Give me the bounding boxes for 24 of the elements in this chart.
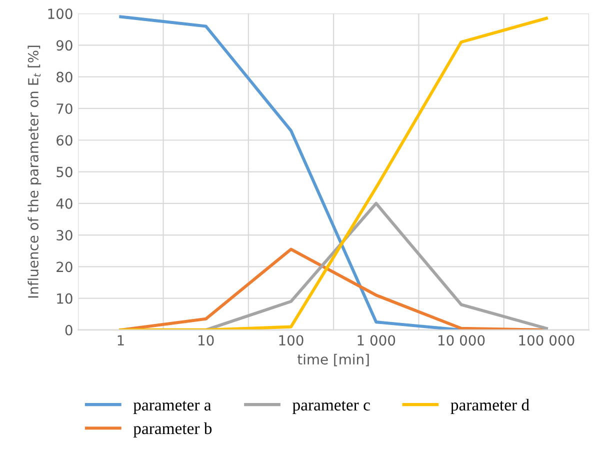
y-tick-label: 60: [56, 135, 72, 146]
y-tick-label: 0: [65, 324, 72, 336]
x-tick-label: 1: [118, 335, 124, 346]
legend-label: parameter c: [292, 401, 370, 414]
x-axis-title: time [min]: [298, 354, 369, 366]
x-tick-label: 10: [198, 335, 214, 346]
y-tick-label: 70: [56, 103, 72, 114]
y-tick-label: 30: [56, 230, 72, 241]
y-tick-label: 90: [56, 40, 72, 51]
y-axis-title: Influence of the parameter on E$_{t}$ [%]: [28, 46, 42, 298]
x-tick-label: 100: [279, 335, 304, 346]
y-tick-label: 10: [57, 293, 72, 304]
y-tick-label: 40: [56, 198, 72, 209]
x-tick-label: 100 000: [519, 335, 574, 346]
y-tick-label: 100: [48, 8, 72, 20]
y-tick-label: 50: [56, 166, 72, 178]
x-tick-label: 10 000: [438, 335, 485, 346]
legend-label: parameter d: [450, 398, 530, 414]
y-tick-label: 80: [56, 72, 72, 82]
y-tick-label: 20: [56, 262, 72, 272]
line-series: [119, 248, 548, 330]
x-tick-label: 1 000: [358, 335, 396, 346]
legend-label: parameter b: [133, 422, 212, 438]
legend-label: parameter a: [133, 401, 212, 414]
